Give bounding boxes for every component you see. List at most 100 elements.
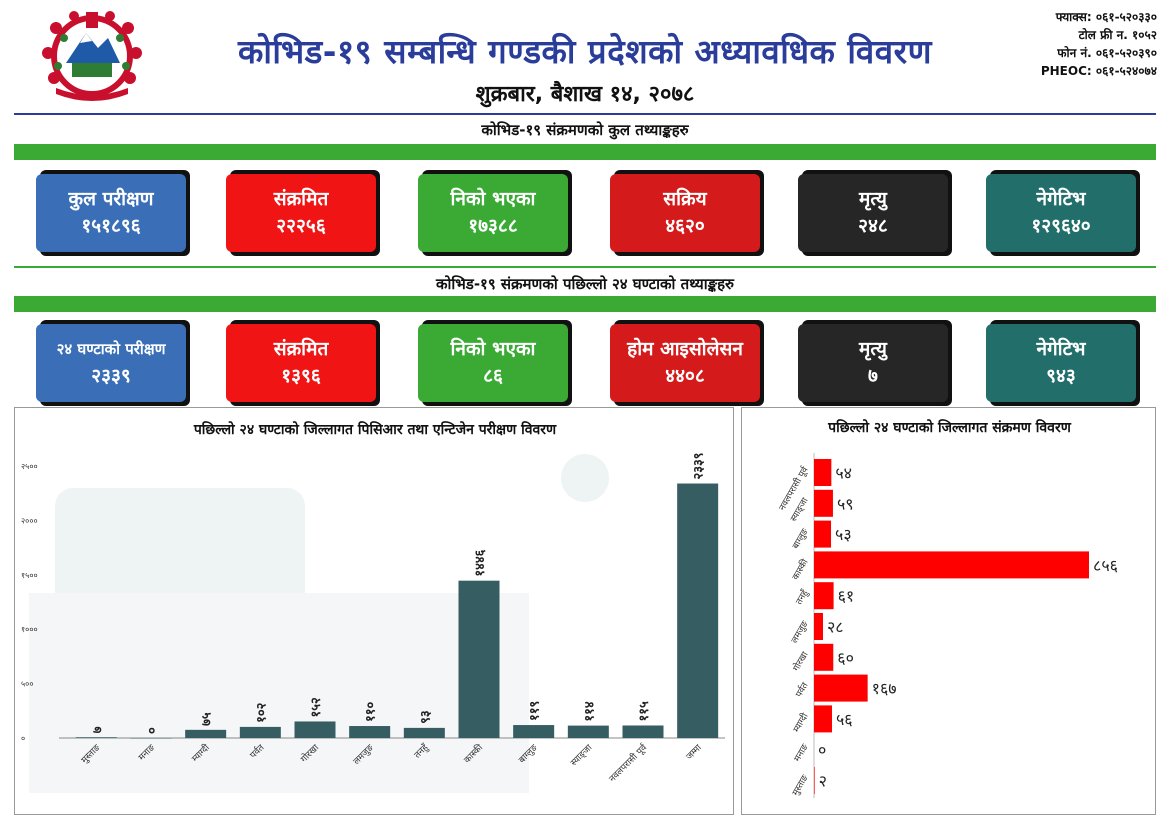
last24-card-label: २४ घण्टाको परीक्षण [56, 340, 166, 358]
test-bar-value-label: ११९ [528, 701, 543, 721]
pheoc-number: PHEOC: ०६१-५२४०७४ [1040, 64, 1157, 78]
last24-card-value: २३३९ [91, 365, 131, 387]
infection-bar-value-label: ५४ [835, 464, 852, 483]
infection-bar [814, 551, 1089, 579]
y-tick-label: २००० [21, 516, 38, 525]
last24-card: होम आइसोलेसन ४४०८ [610, 324, 760, 402]
testing-chart-panel: पछिल्लो २४ घण्टाको जिल्लागत पिसिआर तथा ए… [14, 407, 734, 815]
y-tick-label: तनहुँ [793, 587, 811, 607]
header: कोभिड-१९ सम्बन्धि गण्डकी प्रदेशको अध्याव… [0, 0, 1169, 112]
last24-card-value: ९४३ [1046, 365, 1076, 387]
y-tick-label: लमजुङ [790, 619, 811, 645]
infection-bar-value-label: ० [818, 741, 826, 760]
infection-bar-value-label: ५६ [836, 710, 853, 729]
last24-card-label: मृत्यु [859, 338, 887, 360]
y-tick-label: १००० [21, 625, 38, 634]
infection-bar [814, 582, 834, 610]
test-bar-value-label: १०२ [254, 702, 269, 723]
infection-bar-value-label: ६० [837, 648, 854, 667]
infection-bar [814, 459, 832, 486]
test-bar [185, 729, 227, 738]
testing-bar-chart: ०५००१०००१५००२०००२५००७मुस्ताङ०मनाङ७५म्याग… [21, 452, 725, 793]
testing-chart-title: पछिल्लो २४ घण्टाको जिल्लागत पिसिआर तथा ए… [193, 422, 557, 438]
background-decoration [55, 488, 305, 608]
last24-card-label: निको भएका [450, 338, 536, 360]
y-tick-label: बाग्लुङ [791, 527, 811, 551]
total-card-value: १५१८९६ [81, 215, 141, 237]
infection-bar [814, 705, 832, 733]
last24-card-value: ८६ [483, 365, 503, 387]
infection-bar [814, 489, 833, 517]
infection-bar-value-label: २८ [827, 618, 844, 637]
total-card-value: २४८ [858, 215, 888, 237]
last24-card: संक्रमित १३९६ [226, 324, 376, 402]
total-card-label: निको भएका [450, 188, 536, 210]
y-tick-label: म्याग्दी [790, 710, 811, 734]
last24-card-label: नेगेटिभ [1036, 338, 1086, 360]
total-card: कुल परीक्षण १५१८९६ [36, 174, 186, 252]
x-tick-label: स्याङ्जा [569, 743, 595, 769]
report-date: शुक्रबार, बैशाख १४, २०७८ [475, 82, 695, 107]
y-tick-label: २५०० [21, 462, 38, 471]
infection-bar-value-label: १६७ [872, 679, 897, 698]
infection-chart-title: पछिल्लो २४ घण्टाको जिल्लागत संक्रमण विवर… [828, 420, 1071, 436]
infection-bar [814, 520, 832, 548]
test-bar [75, 737, 117, 738]
test-bar [239, 726, 281, 738]
test-bar [130, 738, 172, 739]
test-bar [294, 721, 336, 738]
y-tick-label: कास्की [789, 556, 811, 582]
background-decoration [561, 454, 609, 502]
x-tick-label: जम्मा [685, 743, 705, 763]
fax-number: फ्याक्स: ०६१-५२०३३० [1055, 10, 1157, 24]
last24-section-title: कोभिड-१९ संक्रमणको पछिल्लो २४ घण्टाको तथ… [435, 275, 735, 293]
infection-bar-value-label: ५९ [837, 494, 854, 513]
section-divider [14, 266, 1156, 268]
test-bar [622, 725, 664, 738]
test-bar-value-label: १४४६ [473, 549, 488, 576]
y-tick-label: ० [21, 734, 25, 743]
last24-card-value: १३९६ [281, 365, 321, 387]
x-tick-label: नवलपरासी पूर्व [606, 741, 650, 785]
last24-card: २४ घण्टाको परीक्षण २३३९ [36, 324, 186, 402]
infection-chart-panel: पछिल्लो २४ घण्टाको जिल्लागत संक्रमण विवर… [741, 407, 1156, 815]
test-bar-value-label: २३३९ [692, 452, 707, 479]
total-card-value: २२२५६ [276, 215, 326, 237]
header-divider [14, 113, 1156, 115]
test-bar [513, 725, 555, 738]
last24-card: मृत्यु ७ [798, 324, 948, 402]
y-tick-label: मनाङ [793, 742, 811, 763]
infection-bar-value-label: ५३ [835, 525, 852, 544]
total-card: संक्रमित २२२५६ [226, 174, 376, 252]
infection-bar-value-label: २ [819, 772, 827, 791]
page-title: कोभिड-१९ सम्बन्धि गण्डकी प्रदेशको अध्याव… [238, 32, 932, 71]
y-tick-label: पर्वत [793, 679, 811, 699]
toll-free-number: टोल फ्री न. १०५२ [1078, 28, 1157, 42]
test-bar-value-label: ० [145, 727, 160, 734]
last24-card-label: संक्रमित [273, 338, 329, 360]
infection-bar-value-label: ८५६ [1093, 556, 1118, 575]
last24-card-label: होम आइसोलेसन [627, 338, 743, 360]
infection-bar [814, 613, 823, 640]
total-card: नेगेटिभ १२९६४० [986, 174, 1136, 252]
total-card-value: १२९६४० [1031, 215, 1091, 237]
total-card-value: ४६२० [665, 215, 705, 237]
test-bar [349, 726, 391, 738]
test-bar-value-label: ११४ [582, 701, 597, 722]
nepal-emblem-icon [42, 11, 142, 101]
total-card: निको भएका १७३८८ [418, 174, 568, 252]
total-card-label: सक्रिय [663, 188, 707, 210]
y-tick-label: ५०० [21, 680, 33, 689]
test-bar-value-label: ७५ [200, 712, 215, 726]
total-section-title: कोभिड-१९ संक्रमणको कुल तथ्याङ्कहरु [481, 121, 689, 139]
total-card-label: मृत्यु [859, 188, 887, 210]
total-card: सक्रिय ४६२० [610, 174, 760, 252]
last24-section-bar [14, 296, 1156, 312]
test-bar [677, 483, 719, 738]
total-card-value: १७३८८ [468, 215, 518, 237]
test-bar [403, 727, 445, 738]
total-card-label: नेगेटिभ [1036, 188, 1086, 210]
last24-card-value: ४४०८ [665, 365, 705, 387]
last24-card: निको भएका ८६ [418, 324, 568, 402]
y-tick-label: १५०० [21, 571, 38, 580]
